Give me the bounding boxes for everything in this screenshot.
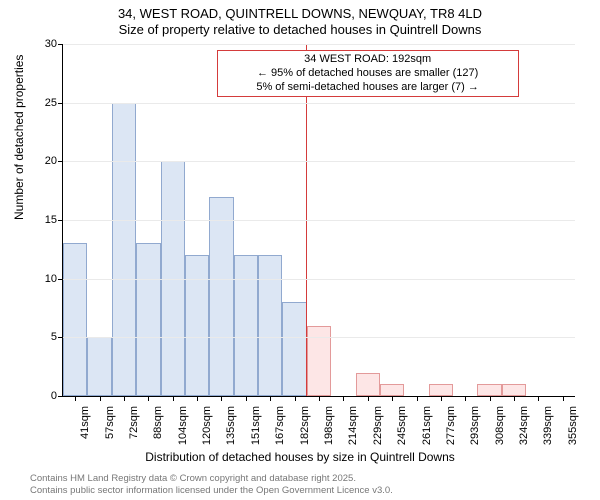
histogram-bar [136, 243, 160, 396]
title-line-2: Size of property relative to detached ho… [0, 22, 600, 38]
x-tick-mark [465, 396, 466, 401]
x-tick-label: 151sqm [250, 402, 262, 445]
y-gridline [63, 161, 575, 162]
x-tick-mark [197, 396, 198, 401]
y-tick-label: 20 [45, 155, 63, 167]
x-tick-label: 104sqm [177, 402, 189, 445]
y-tick-label: 30 [45, 38, 63, 50]
x-tick-mark [270, 396, 271, 401]
y-tick-label: 10 [45, 273, 63, 285]
x-tick-mark [392, 396, 393, 401]
x-tick-label: 57sqm [104, 402, 116, 439]
x-tick-label: 229sqm [372, 402, 384, 445]
histogram-bar [356, 373, 380, 396]
histogram-bar [380, 384, 404, 396]
x-tick-label: 308sqm [494, 402, 506, 445]
x-tick-mark [173, 396, 174, 401]
x-tick-label: 167sqm [274, 402, 286, 445]
y-tick-label: 25 [45, 97, 63, 109]
x-tick-mark [563, 396, 564, 401]
histogram-bar [63, 243, 87, 396]
y-gridline [63, 220, 575, 221]
x-tick-mark [538, 396, 539, 401]
y-gridline [63, 279, 575, 280]
histogram-bar [307, 326, 331, 396]
x-tick-label: 214sqm [347, 402, 359, 445]
y-gridline [63, 44, 575, 45]
x-tick-label: 245sqm [396, 402, 408, 445]
plot-area: 34 WEST ROAD: 192sqm ← 95% of detached h… [62, 44, 575, 397]
histogram-bar [87, 337, 111, 396]
annotation-line-3: 5% of semi-detached houses are larger (7… [224, 81, 512, 95]
x-tick-label: 198sqm [323, 402, 335, 445]
histogram-bar [477, 384, 501, 396]
x-tick-mark [490, 396, 491, 401]
y-axis-label: Number of detached properties [12, 55, 26, 220]
histogram-bar [185, 255, 209, 396]
x-tick-label: 41sqm [79, 402, 91, 439]
footer-attribution: Contains HM Land Registry data © Crown c… [30, 473, 393, 496]
x-tick-mark [100, 396, 101, 401]
histogram-bar [429, 384, 453, 396]
annotation-box: 34 WEST ROAD: 192sqm ← 95% of detached h… [217, 50, 519, 97]
y-tick-label: 0 [51, 390, 63, 402]
histogram-bar [258, 255, 282, 396]
histogram-bar [209, 197, 233, 396]
y-tick-label: 15 [45, 214, 63, 226]
x-tick-label: 339sqm [542, 402, 554, 445]
x-tick-mark [319, 396, 320, 401]
x-tick-mark [417, 396, 418, 401]
x-tick-label: 120sqm [201, 402, 213, 445]
y-gridline [63, 103, 575, 104]
x-tick-mark [148, 396, 149, 401]
histogram-bar [234, 255, 258, 396]
title-line-1: 34, WEST ROAD, QUINTRELL DOWNS, NEWQUAY,… [0, 6, 600, 22]
x-tick-mark [514, 396, 515, 401]
x-tick-label: 277sqm [445, 402, 457, 445]
x-tick-mark [221, 396, 222, 401]
footer-line-2: Contains public sector information licen… [30, 485, 393, 496]
x-tick-label: 135sqm [225, 402, 237, 445]
x-tick-label: 261sqm [421, 402, 433, 445]
annotation-line-1: 34 WEST ROAD: 192sqm [224, 53, 512, 67]
histogram-bar [282, 302, 306, 396]
x-tick-label: 355sqm [567, 402, 579, 445]
histogram-bar [502, 384, 526, 396]
x-tick-label: 324sqm [518, 402, 530, 445]
footer-line-1: Contains HM Land Registry data © Crown c… [30, 473, 393, 484]
chart-title: 34, WEST ROAD, QUINTRELL DOWNS, NEWQUAY,… [0, 0, 600, 39]
x-tick-mark [441, 396, 442, 401]
chart-container: Number of detached properties 34 WEST RO… [0, 40, 600, 460]
annotation-line-2: ← 95% of detached houses are smaller (12… [224, 67, 512, 81]
x-tick-label: 182sqm [299, 402, 311, 445]
x-tick-mark [124, 396, 125, 401]
y-tick-label: 5 [51, 331, 63, 343]
x-tick-label: 293sqm [469, 402, 481, 445]
x-tick-label: 88sqm [152, 402, 164, 439]
x-axis-label: Distribution of detached houses by size … [0, 450, 600, 464]
x-tick-mark [246, 396, 247, 401]
y-gridline [63, 337, 575, 338]
x-tick-mark [75, 396, 76, 401]
x-tick-mark [368, 396, 369, 401]
x-tick-mark [343, 396, 344, 401]
x-tick-mark [295, 396, 296, 401]
x-tick-label: 72sqm [128, 402, 140, 439]
histogram-bar [112, 103, 136, 396]
